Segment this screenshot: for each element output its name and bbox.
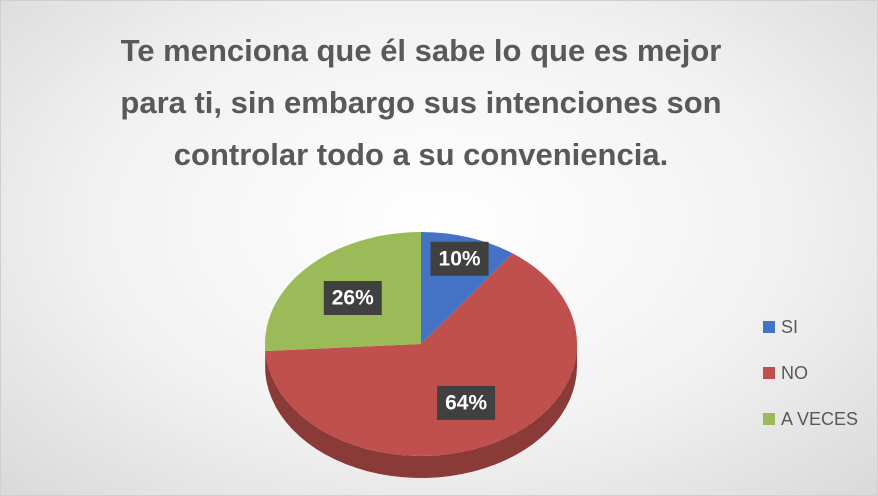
data-label-text: 64% bbox=[445, 391, 487, 414]
legend-swatch bbox=[763, 321, 775, 333]
legend-swatch bbox=[763, 367, 775, 379]
legend-swatch bbox=[763, 413, 775, 425]
slice-side bbox=[265, 344, 577, 478]
data-label: 26% bbox=[323, 280, 382, 315]
data-label-text: 26% bbox=[332, 287, 374, 310]
legend-label: SI bbox=[781, 317, 798, 337]
slice bbox=[265, 253, 577, 456]
data-label-box bbox=[437, 385, 496, 420]
data-label-box bbox=[323, 280, 382, 315]
data-label: 10% bbox=[430, 241, 489, 276]
legend-label: A VECES bbox=[781, 409, 858, 429]
data-label-text: 10% bbox=[439, 247, 481, 270]
data-label: 64% bbox=[437, 385, 496, 420]
legend-label: NO bbox=[781, 363, 808, 383]
chart-title: Te menciona que él sabe lo que es mejor … bbox=[120, 33, 722, 172]
data-label-box bbox=[430, 241, 489, 276]
